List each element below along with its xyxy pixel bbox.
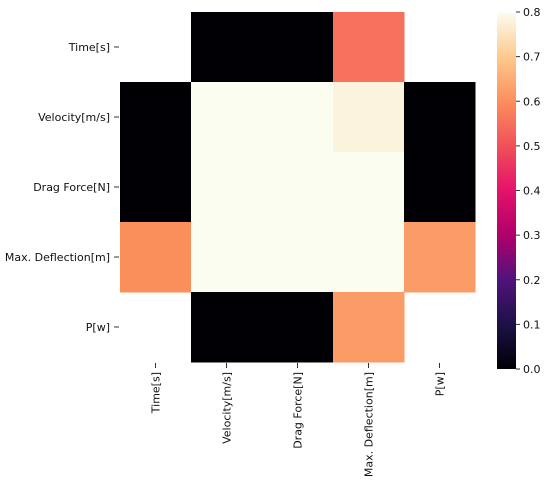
heatmap-cell bbox=[333, 82, 405, 153]
x-tick-label: Drag Force[N] bbox=[292, 372, 305, 449]
heatmap-cell bbox=[333, 292, 405, 363]
colorbar bbox=[497, 12, 516, 369]
heatmap-cell bbox=[333, 152, 405, 223]
y-tick-label: Time[s] bbox=[68, 41, 110, 54]
x-tick-labels: Time[s] Velocity[m/s] Drag Force[N] Max. De… bbox=[150, 363, 447, 477]
heatmap-cell bbox=[262, 222, 334, 293]
heatmap-cell bbox=[333, 222, 405, 293]
y-tick-label: Max. Deflection[m] bbox=[5, 251, 110, 264]
heatmap-cell bbox=[191, 82, 263, 153]
y-tick-label: Drag Force[N] bbox=[33, 181, 110, 194]
y-tick-label: P[w] bbox=[86, 321, 110, 334]
colorbar-tick-label: 0.3 bbox=[523, 229, 541, 242]
colorbar-tick-label: 0.0 bbox=[523, 363, 541, 376]
heatmap-cell bbox=[191, 292, 263, 363]
x-tick-label: Max. Deflection[m] bbox=[363, 372, 376, 477]
x-tick-label: Velocity[m/s] bbox=[221, 372, 234, 444]
colorbar-tick-label: 0.8 bbox=[523, 6, 541, 19]
heatmap-cell bbox=[262, 12, 334, 83]
heatmap-cell bbox=[120, 152, 192, 223]
heatmap-cell bbox=[120, 222, 192, 293]
heatmap-cell bbox=[262, 82, 334, 153]
heatmap-cell bbox=[262, 152, 334, 223]
colorbar-tick-label: 0.5 bbox=[523, 140, 541, 153]
heatmap-cell bbox=[404, 222, 476, 293]
heatmap-cell bbox=[120, 82, 192, 153]
heatmap-cells bbox=[120, 12, 476, 363]
colorbar-tick-label: 0.7 bbox=[523, 51, 541, 64]
colorbar-tick-label: 0.1 bbox=[523, 318, 541, 331]
colorbar-tick-label: 0.2 bbox=[523, 274, 541, 287]
heatmap-cell bbox=[191, 222, 263, 293]
x-tick-label: Time[s] bbox=[150, 372, 163, 414]
heatmap-cell bbox=[191, 12, 263, 83]
colorbar-ticks: 0.0 0.1 0.2 0.3 0.4 0.5 0.6 0.7 0.8 bbox=[516, 6, 541, 376]
heatmap-cell bbox=[333, 12, 405, 83]
y-tick-label: Velocity[m/s] bbox=[38, 111, 110, 124]
colorbar-tick-label: 0.4 bbox=[523, 185, 541, 198]
heatmap-cell bbox=[404, 152, 476, 223]
colorbar-tick-label: 0.6 bbox=[523, 95, 541, 108]
heatmap-cell bbox=[262, 292, 334, 363]
y-tick-labels: Time[s] Velocity[m/s] Drag Force[N] Max. De… bbox=[5, 41, 119, 334]
heatmap-cell bbox=[404, 82, 476, 153]
heatmap-cell bbox=[191, 152, 263, 223]
x-tick-label: P[w] bbox=[434, 372, 447, 396]
